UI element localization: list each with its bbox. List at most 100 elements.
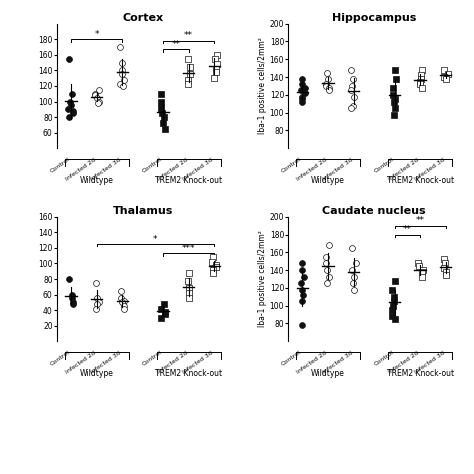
Text: TREM2 Knock-out: TREM2 Knock-out — [155, 369, 222, 378]
Text: Infected 2d: Infected 2d — [156, 350, 189, 374]
Text: Control: Control — [49, 350, 71, 367]
Point — [392, 277, 399, 284]
Point — [95, 98, 102, 105]
Text: Control: Control — [141, 350, 163, 367]
Point — [417, 72, 424, 79]
Point — [297, 280, 305, 287]
Point — [301, 273, 308, 281]
Point — [94, 295, 101, 302]
Point — [440, 73, 447, 81]
Title: Caudate nucleus: Caudate nucleus — [322, 206, 426, 216]
Point — [66, 98, 73, 105]
Point — [325, 84, 333, 91]
Point — [117, 295, 125, 302]
Point — [184, 76, 191, 83]
Text: Infected 2d: Infected 2d — [156, 157, 189, 182]
Text: ***: *** — [182, 244, 195, 253]
Point — [418, 268, 426, 276]
Point — [388, 306, 396, 314]
Point — [325, 87, 332, 94]
Text: Control: Control — [281, 157, 302, 174]
Point — [184, 277, 192, 284]
Point — [120, 82, 128, 90]
Point — [392, 96, 399, 103]
Point — [210, 74, 218, 82]
Point — [117, 81, 124, 88]
Point — [157, 314, 164, 322]
Point — [212, 261, 219, 269]
Point — [392, 75, 400, 82]
Text: Infected 2d: Infected 2d — [296, 350, 328, 374]
Text: Infected 3d: Infected 3d — [90, 350, 122, 374]
Point — [350, 273, 358, 281]
Point — [120, 305, 128, 312]
Point — [162, 310, 169, 318]
Point — [118, 299, 126, 306]
Point — [298, 259, 306, 267]
Point — [441, 264, 448, 272]
Point — [352, 259, 360, 267]
Text: Control: Control — [141, 157, 163, 174]
Point — [414, 259, 422, 267]
Title: Hippocampus: Hippocampus — [332, 13, 416, 23]
Point — [118, 71, 126, 78]
Point — [95, 86, 103, 94]
Point — [210, 254, 217, 261]
Point — [298, 96, 306, 103]
Point — [298, 266, 306, 274]
Point — [442, 268, 449, 276]
Text: Infected 3d: Infected 3d — [413, 157, 446, 182]
Point — [298, 75, 306, 82]
Point — [297, 87, 305, 94]
Point — [68, 295, 75, 302]
Point — [322, 81, 329, 88]
Point — [419, 66, 426, 74]
Point — [157, 98, 165, 105]
Point — [91, 91, 99, 99]
Point — [298, 286, 306, 293]
Text: Infected 3d: Infected 3d — [182, 157, 214, 182]
Point — [157, 90, 164, 98]
Point — [184, 55, 191, 63]
Point — [91, 90, 99, 98]
Point — [322, 82, 329, 90]
Point — [391, 315, 399, 323]
Point — [65, 113, 73, 121]
Point — [350, 286, 358, 293]
Text: Wildtype: Wildtype — [311, 369, 345, 378]
Point — [348, 82, 356, 90]
Point — [301, 89, 309, 97]
Text: Infected 3d: Infected 3d — [321, 350, 354, 374]
Point — [69, 300, 77, 308]
Point — [416, 78, 424, 85]
Point — [92, 305, 100, 312]
Point — [298, 93, 306, 100]
Point — [390, 298, 398, 305]
Point — [67, 101, 75, 109]
Point — [347, 87, 355, 94]
Point — [118, 59, 126, 66]
Point — [348, 266, 356, 274]
Point — [212, 68, 220, 76]
Point — [419, 273, 426, 281]
Point — [69, 109, 77, 117]
Title: Cortex: Cortex — [122, 13, 163, 23]
Point — [348, 244, 356, 252]
Point — [213, 60, 220, 68]
Point — [350, 93, 357, 100]
Text: Wildtype: Wildtype — [311, 176, 345, 185]
Point — [391, 98, 398, 106]
Point — [213, 51, 220, 59]
Text: Wildtype: Wildtype — [80, 176, 113, 185]
Text: Infected 2d: Infected 2d — [296, 157, 328, 182]
Point — [68, 291, 75, 298]
Point — [160, 113, 168, 121]
Point — [391, 111, 398, 119]
Point — [349, 280, 356, 287]
Text: **: ** — [184, 31, 193, 40]
Point — [209, 269, 217, 276]
Point — [68, 90, 76, 98]
Point — [116, 43, 123, 51]
Point — [417, 75, 424, 82]
Point — [326, 241, 333, 249]
